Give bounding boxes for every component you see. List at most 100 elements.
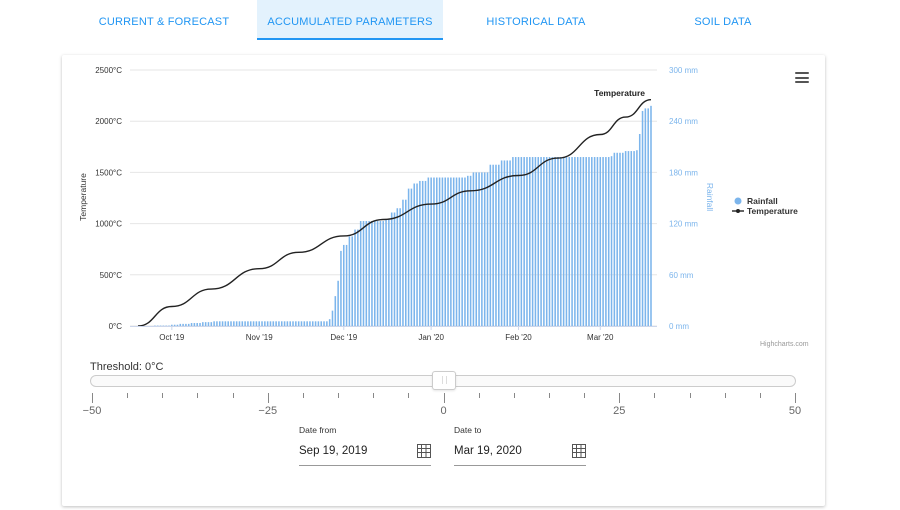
rainfall-column	[247, 321, 249, 326]
tab-soil-data[interactable]: SOIL DATA	[694, 16, 752, 28]
rainfall-column	[624, 151, 627, 326]
rainfall-column	[348, 236, 351, 326]
rainfall-column	[171, 324, 173, 326]
rainfall-column	[255, 321, 258, 326]
rainfall-column	[585, 157, 587, 326]
rainfall-column	[213, 321, 215, 326]
rainfall-column	[309, 321, 311, 326]
rainfall-column	[633, 151, 635, 326]
left-axis-tick-label: 0°C	[109, 322, 123, 331]
slider-tick-label: 25	[613, 405, 626, 417]
slider-tick-label: 50	[788, 405, 802, 417]
rainfall-column	[303, 321, 306, 326]
x-axis-tick-label: Dec '19	[330, 333, 357, 342]
rainfall-column	[368, 221, 370, 326]
rainfall-column	[196, 323, 198, 326]
rainfall-column	[354, 229, 356, 326]
rainfall-column	[537, 157, 540, 326]
rainfall-column	[438, 177, 441, 326]
rainfall-column	[320, 321, 322, 326]
threshold-slider[interactable]	[90, 371, 796, 390]
rainfall-column	[230, 321, 232, 326]
rainfall-column	[607, 157, 610, 326]
tab-accumulated-parameters[interactable]: ACCUMULATED PARAMETERS	[257, 0, 443, 40]
rainfall-column	[199, 323, 201, 326]
rainfall-column	[388, 219, 390, 326]
chart-legend: Rainfall Temperature	[732, 196, 798, 216]
rainfall-column	[613, 152, 616, 326]
tab-historical-data[interactable]: HISTORICAL DATA	[486, 16, 586, 28]
rainfall-column	[351, 236, 353, 326]
date-to-group: Date to Mar 19, 2020	[454, 425, 586, 466]
slider-scale: −50 −25 0 25 50	[83, 393, 802, 417]
rainfall-legend-marker	[734, 197, 742, 205]
date-from-field[interactable]: Sep 19, 2019	[299, 443, 431, 466]
rainfall-column	[390, 212, 393, 326]
rainfall-column	[630, 151, 633, 326]
rainfall-column	[492, 164, 494, 326]
chart-menu-icon[interactable]	[795, 72, 809, 84]
left-axis-tick-label: 1000°C	[95, 220, 122, 229]
calendar-icon[interactable]	[572, 444, 586, 458]
rainfall-column	[376, 221, 379, 326]
rainfall-column	[233, 321, 235, 326]
rainfall-column	[529, 157, 531, 326]
rainfall-column	[289, 321, 291, 326]
threshold-label: Threshold: 0°C	[90, 361, 164, 373]
rainfall-column	[204, 322, 207, 326]
left-axis: 0°C 500°C 1000°C 1500°C 2000°C 2500°C	[95, 66, 122, 331]
rainfall-column	[523, 157, 525, 326]
highcharts-credit[interactable]: Highcharts.com	[760, 341, 809, 348]
rainfall-column	[475, 172, 478, 326]
rainfall-column	[610, 156, 613, 326]
right-axis-tick-label: 300 mm	[669, 66, 698, 75]
rainfall-column	[300, 321, 303, 326]
date-from-value[interactable]: Sep 19, 2019	[299, 445, 368, 457]
rainfall-column	[616, 152, 618, 326]
tab-current-forecast[interactable]: CURRENT & FORECAST	[98, 16, 230, 28]
rainfall-column	[486, 172, 489, 326]
right-axis-title: Rainfall	[705, 183, 715, 211]
x-axis-tick-label: Nov '19	[246, 333, 273, 342]
rainfall-columns	[154, 105, 652, 327]
rainfall-column	[483, 172, 486, 326]
rainfall-column	[266, 321, 269, 326]
x-axis-tick-label: Feb '20	[505, 333, 532, 342]
left-axis-title: Temperature	[78, 173, 88, 221]
rainfall-column	[605, 157, 607, 326]
tab-bar: CURRENT & FORECAST ACCUMULATED PARAMETER…	[0, 0, 900, 40]
x-axis-tick-label: Mar '20	[587, 333, 614, 342]
rainfall-column	[342, 244, 345, 326]
rainfall-column	[182, 323, 184, 326]
temperature-annotation: Temperature	[594, 88, 645, 98]
rainfall-column	[424, 180, 427, 326]
slider-tick-label: −50	[82, 405, 102, 417]
calendar-icon[interactable]	[417, 444, 431, 458]
legend-item-rainfall[interactable]: Rainfall	[734, 196, 778, 206]
slider-minor-tick	[654, 393, 656, 398]
rainfall-column	[371, 221, 373, 326]
rainfall-column	[306, 321, 308, 326]
rainfall-column	[272, 321, 275, 326]
rainfall-column	[187, 323, 190, 326]
date-to-value[interactable]: Mar 19, 2020	[454, 445, 522, 457]
slider-tick-label: 0	[440, 405, 447, 417]
rainfall-column	[416, 183, 418, 326]
rainfall-column	[264, 321, 266, 326]
rainfall-column	[458, 177, 461, 326]
slider-minor-tick	[724, 393, 726, 398]
slider-minor-tick	[478, 393, 480, 398]
date-to-field[interactable]: Mar 19, 2020	[454, 443, 586, 466]
left-axis-tick-label: 2500°C	[95, 66, 122, 75]
rainfall-column	[568, 157, 571, 326]
rainfall-column	[295, 321, 297, 326]
rainfall-column	[591, 157, 593, 326]
legend-item-temperature[interactable]: Temperature	[732, 206, 798, 216]
right-axis-tick-label: 240 mm	[669, 117, 698, 126]
rainfall-column	[210, 322, 213, 326]
rainfall-column	[357, 229, 359, 326]
slider-minor-tick	[373, 393, 375, 398]
slider-handle[interactable]	[432, 371, 456, 390]
x-axis: Oct '19 Nov '19 Dec '19 Jan '20 Feb '20 Mar '…	[130, 326, 657, 342]
rainfall-column	[249, 321, 252, 326]
